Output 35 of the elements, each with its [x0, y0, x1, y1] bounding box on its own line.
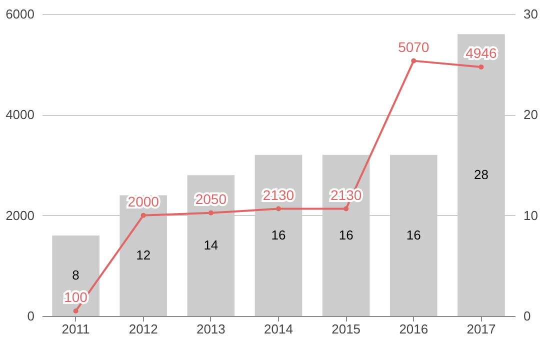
y-tick-label: 6000 [6, 6, 34, 22]
x-tick-label: 2016 [399, 322, 428, 336]
y2-tick-label: 30 [524, 6, 538, 22]
point [344, 206, 349, 212]
x-tick-label: 2017 [466, 322, 496, 336]
bar [52, 235, 100, 316]
y2-tick-label: 20 [524, 107, 538, 122]
point [73, 308, 78, 314]
x-tick-label: 2012 [128, 322, 158, 336]
data-label: 2050 [195, 190, 227, 207]
point [276, 206, 281, 212]
data-label: 4946 [466, 45, 497, 62]
point [411, 58, 416, 64]
data-label: 16 [271, 227, 286, 242]
data-label: 16 [406, 227, 421, 242]
y-tick-label: 2000 [6, 208, 34, 223]
x-tick-label: 2015 [332, 322, 361, 336]
data-label: 12 [136, 248, 151, 263]
y-tick-label: 0 [27, 308, 34, 324]
y2-tick-label: 10 [524, 208, 538, 223]
point [140, 212, 146, 218]
data-label: 14 [204, 238, 218, 253]
data-label: 16 [338, 227, 354, 242]
x-tick-label: 2014 [264, 322, 293, 336]
x-tick-label: 2013 [196, 322, 226, 336]
y-tick-label: 4000 [6, 107, 34, 122]
y2-tick-label: 0 [524, 308, 531, 324]
x-tick-label: 2011 [62, 322, 90, 336]
point [208, 210, 214, 216]
data-label: 2000 [128, 193, 160, 210]
data-label: 28 [474, 167, 488, 182]
point [478, 64, 484, 70]
data-label: 2130 [262, 186, 294, 203]
data-label: 8 [72, 268, 80, 283]
data-label: 5070 [398, 38, 430, 55]
